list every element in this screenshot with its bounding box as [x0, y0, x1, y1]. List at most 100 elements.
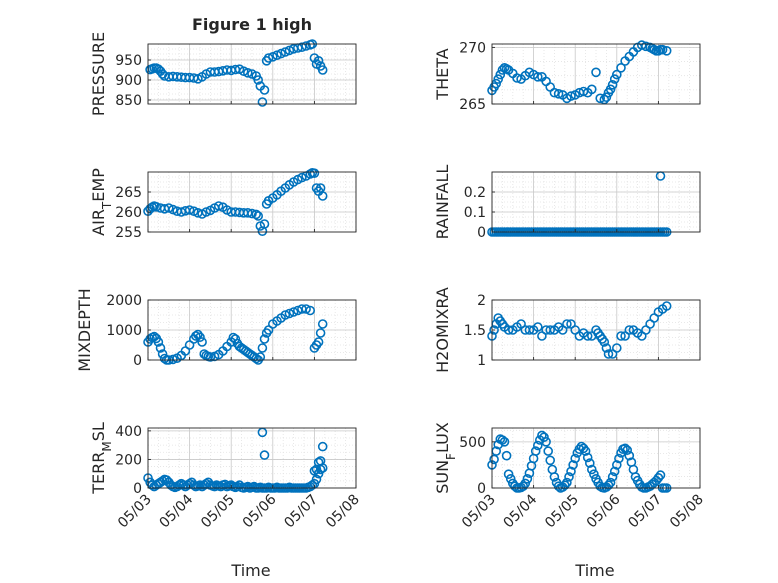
data-point — [611, 343, 622, 353]
data-point — [601, 92, 612, 102]
data-point — [599, 337, 610, 347]
data-point — [284, 308, 295, 319]
y-axis-label: THETA — [433, 48, 452, 100]
data-point — [559, 480, 570, 491]
data-point — [205, 352, 216, 362]
data-point — [257, 97, 268, 107]
data-point — [251, 353, 262, 364]
data-point — [655, 470, 666, 480]
data-point — [505, 473, 516, 484]
axes-box — [147, 43, 357, 105]
data-point — [309, 466, 320, 476]
data-point — [574, 444, 585, 455]
y-tick-label: 0 — [477, 225, 486, 241]
y-axis-label: MIXDEPTH — [75, 288, 94, 371]
data-point — [607, 472, 618, 482]
data-point — [313, 337, 324, 347]
data-point — [503, 469, 514, 480]
data-point — [317, 319, 328, 329]
y-tick-label: 0 — [477, 481, 486, 497]
data-point — [616, 63, 626, 73]
data-point — [603, 480, 614, 491]
data-point — [251, 209, 262, 220]
data-point — [313, 457, 324, 468]
subplot-7: 0 200 400 05/03 05/04 05/05 05/06 05/07 05/08 TER… — [89, 422, 363, 531]
data-point — [641, 41, 651, 52]
data-point — [566, 466, 576, 477]
y-axis-label: H2OMIXRA — [433, 287, 452, 373]
data-point — [263, 53, 274, 63]
data-point — [520, 478, 531, 489]
data-point — [184, 205, 195, 215]
data-point — [562, 477, 572, 488]
data-point — [259, 450, 270, 460]
data-point — [230, 334, 241, 344]
data-point — [267, 51, 278, 62]
data-point — [605, 477, 616, 488]
data-point — [607, 80, 618, 90]
data-point — [493, 74, 504, 84]
y-tick-label: 900 — [115, 73, 142, 89]
data-point — [315, 456, 326, 466]
data-point — [582, 452, 593, 463]
axes-box — [147, 171, 357, 233]
data-point — [317, 191, 328, 201]
data-point — [601, 343, 612, 353]
data-point — [553, 89, 564, 99]
data-point — [280, 310, 291, 320]
data-point — [532, 440, 543, 451]
y-tick-label: 265 — [115, 185, 142, 201]
data-point — [566, 91, 576, 101]
y-tick-label: 0.2 — [464, 185, 486, 201]
x-tick-label: 05/06 — [584, 491, 624, 531]
y-axis-label: RAINFALL — [433, 165, 452, 240]
data-point — [611, 69, 622, 80]
data-point — [317, 65, 328, 75]
subplot-8: 0 500 05/03 05/04 05/05 05/06 05/07 05/08 SUNFLU… — [433, 422, 707, 531]
data-point — [584, 458, 595, 468]
data-point — [586, 464, 597, 475]
data-point — [562, 319, 572, 329]
data-point — [253, 211, 264, 221]
data-point — [611, 460, 622, 470]
data-point — [157, 476, 168, 486]
data-point — [193, 329, 203, 340]
y-axis-label: PRESSURE — [89, 32, 108, 116]
x-tick-label: 05/04 — [501, 491, 541, 531]
axes-box — [147, 427, 357, 489]
data-point — [317, 441, 328, 452]
subplot-2: 265 270 THETA — [433, 40, 701, 113]
data-point — [499, 436, 510, 447]
y-tick-label: 2 — [477, 293, 486, 309]
data-point — [524, 325, 535, 335]
y-tick-label: 1 — [477, 353, 486, 369]
data-point — [568, 460, 578, 470]
data-point — [564, 472, 574, 482]
data-point — [255, 352, 266, 362]
axes-box — [491, 171, 701, 233]
data-point — [259, 85, 270, 95]
y-tick-label: 1000 — [106, 323, 142, 339]
data-point — [257, 343, 268, 353]
data-point — [636, 40, 647, 50]
axes-box — [491, 427, 701, 489]
y-tick-label: 270 — [459, 40, 486, 56]
data-point — [543, 446, 554, 456]
data-point — [153, 337, 164, 347]
data-point — [168, 354, 178, 365]
data-point — [195, 480, 205, 490]
data-point — [313, 55, 324, 66]
data-point — [614, 453, 624, 464]
data-point — [195, 332, 205, 343]
data-point — [315, 328, 326, 338]
y-tick-label: 0.1 — [464, 205, 486, 221]
y-tick-label: 2000 — [106, 293, 142, 309]
y-tick-label: 260 — [115, 205, 142, 221]
data-point — [653, 472, 664, 483]
subplot-1: 850 900 950 PRESSURE — [89, 32, 357, 116]
data-point — [305, 305, 316, 316]
x-tick-label: 05/08 — [323, 492, 363, 532]
data-point — [284, 45, 295, 56]
data-point — [586, 84, 597, 95]
